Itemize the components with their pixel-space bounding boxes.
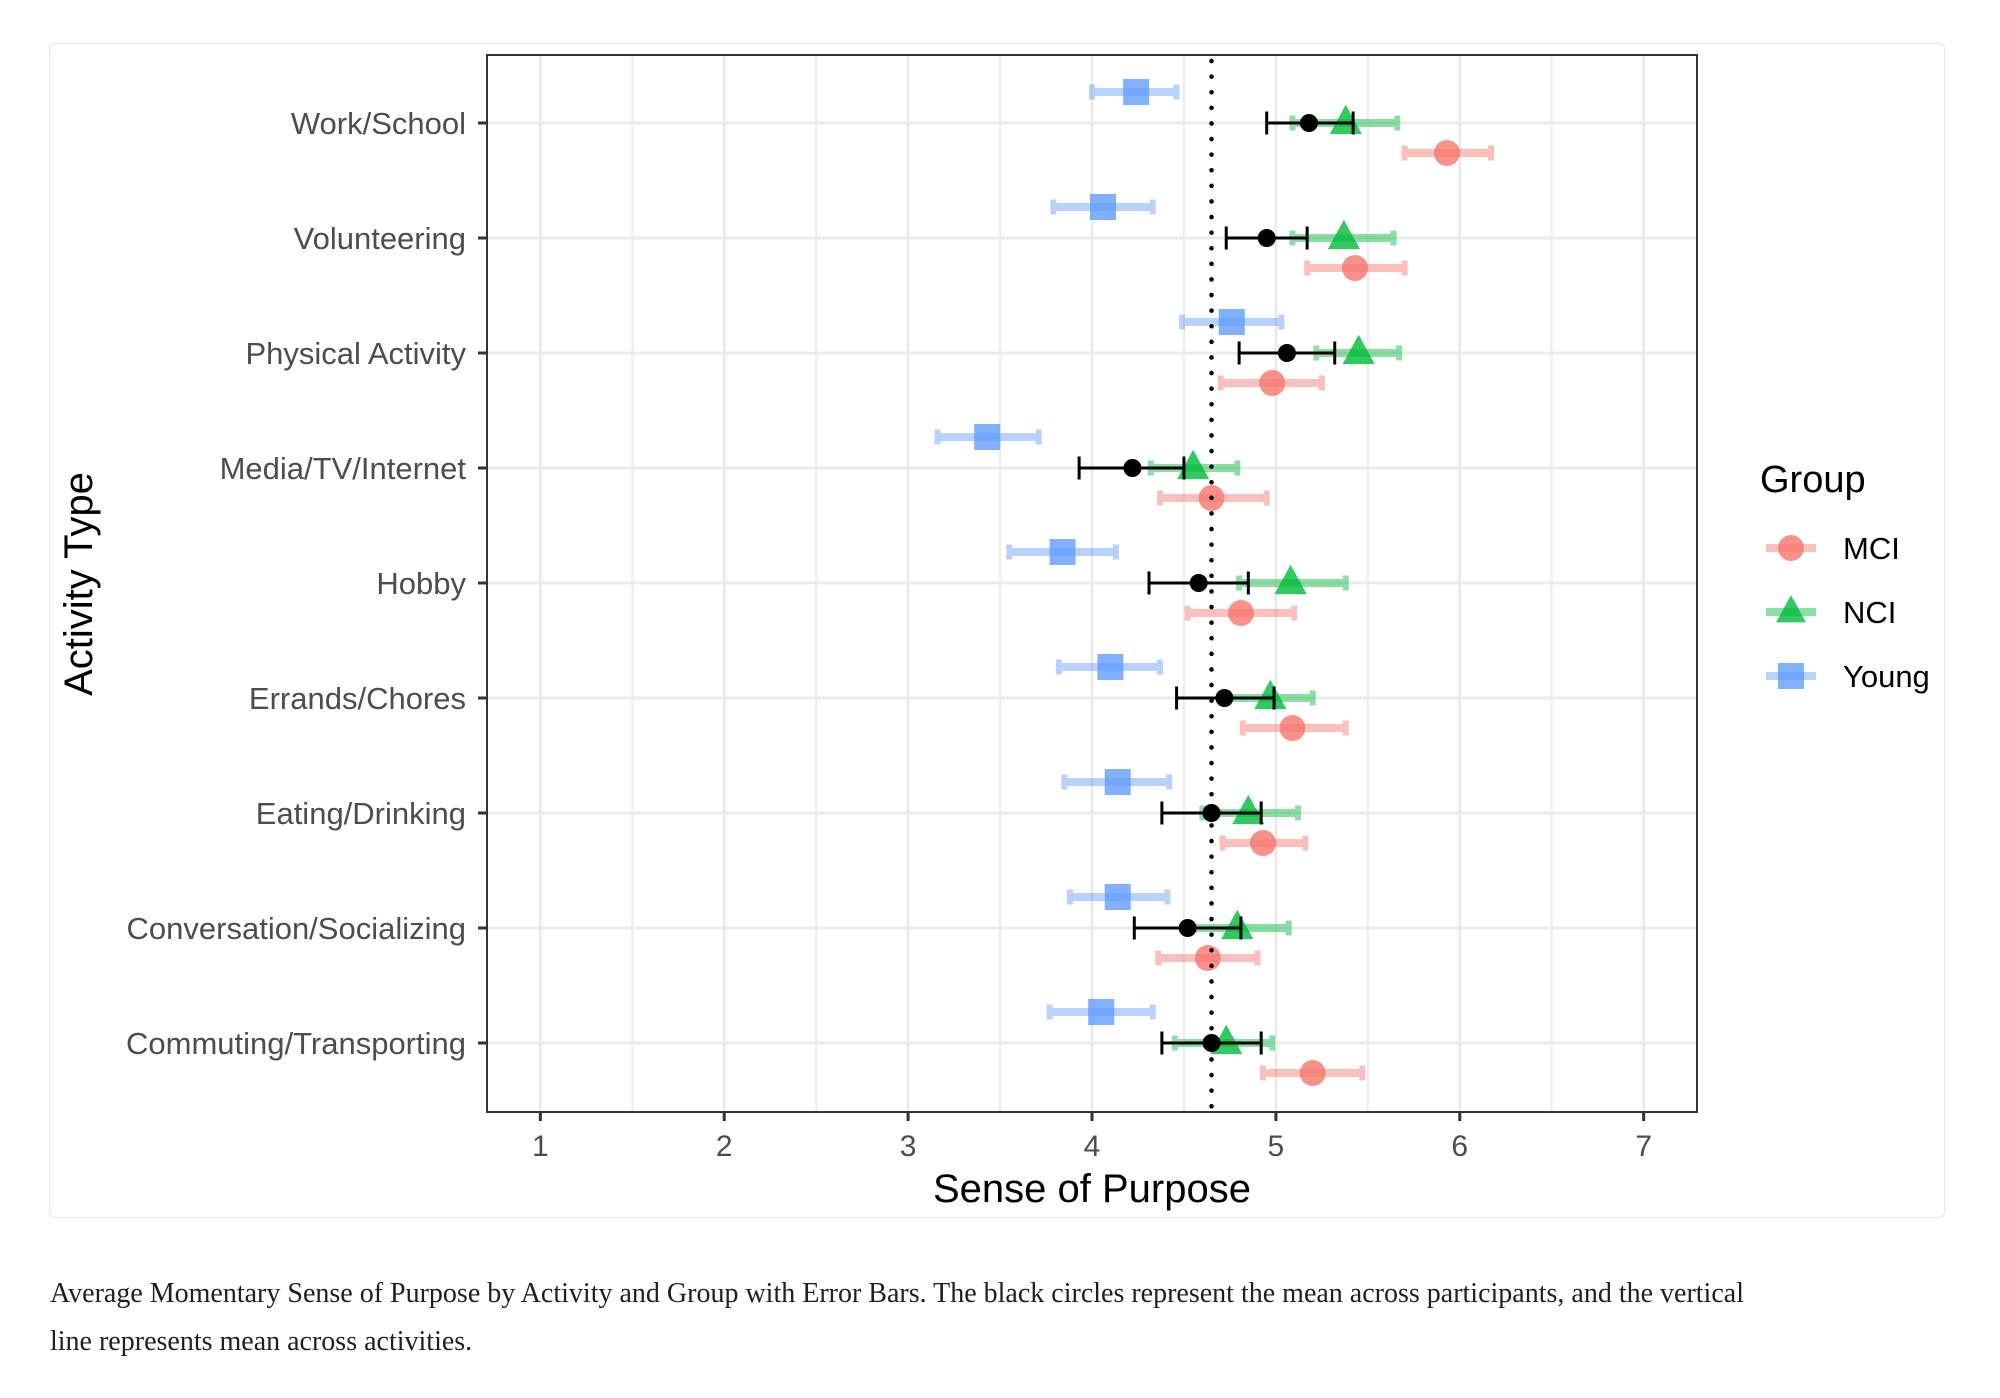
legend-title: Group [1760,459,1866,501]
x-tick-label: 7 [1635,1130,1652,1163]
y-axis: Work/School Volunteering Physical Activity… [126,106,487,1061]
point-young [1088,999,1115,1025]
legend-item-young: Young [1766,659,1930,694]
x-tick-label: 2 [716,1130,733,1163]
point-mci [1279,715,1306,741]
point-nci [1327,219,1361,250]
point-mci [1227,600,1254,626]
point-young [1218,309,1245,335]
legend-item-nci: NCI [1766,595,1896,630]
point-young [1123,79,1150,105]
legend-key-triangle-icon [1776,595,1806,623]
x-axis: 1 2 3 4 5 6 7 [532,1112,1652,1163]
x-tick-label: 5 [1268,1130,1285,1163]
point-mean [1299,114,1318,132]
x-tick-label: 6 [1451,1130,1468,1163]
point-mci [1433,140,1460,166]
point-young [1104,769,1131,795]
legend: Group MCI NCI Young [1760,459,1930,694]
y-tick-label: Commuting/Transporting [126,1026,466,1061]
figure-caption-line-2: line represents mean across activities. [50,1326,473,1357]
y-axis-title: Activity Type [57,472,101,696]
point-mean [1277,344,1296,362]
point-mci [1194,945,1221,971]
data-marks [934,79,1495,1086]
legend-label: Young [1843,659,1930,694]
point-nci [1254,679,1287,710]
grid-lines [487,55,1697,1112]
point-mci [1259,370,1286,396]
chart: Work/School Volunteering Physical Activity… [57,54,1930,1211]
point-mean [1257,229,1276,247]
figure-caption-line-1: Average Momentary Sense of Purpose by Ac… [50,1278,1744,1309]
y-tick-label: Hobby [376,566,466,601]
legend-label: NCI [1843,595,1896,630]
point-nci [1342,334,1375,365]
point-mci [1299,1060,1326,1086]
point-mci [1341,255,1368,281]
point-nci [1232,794,1265,825]
point-mean [1189,574,1208,592]
point-mean [1123,459,1142,477]
y-tick-label: Work/School [291,106,466,141]
legend-key-square-icon [1778,663,1804,689]
x-tick-label: 4 [1084,1130,1101,1163]
point-nci [1274,564,1307,595]
y-tick-label: Physical Activity [245,336,466,371]
legend-key-circle-icon [1778,535,1804,561]
y-tick-label: Errands/Chores [249,681,466,716]
series-young [934,79,1285,1025]
point-young [1097,654,1124,680]
legend-label: MCI [1843,531,1900,566]
point-young [974,424,1001,450]
point-mci [1250,830,1277,856]
x-tick-label: 3 [900,1130,917,1163]
series-mci [1155,140,1495,1086]
point-mean [1178,919,1197,937]
x-tick-label: 1 [532,1130,549,1163]
y-tick-label: Eating/Drinking [256,796,466,831]
y-tick-label: Volunteering [294,221,466,256]
point-mean [1215,689,1234,707]
y-tick-label: Conversation/Socializing [127,911,466,946]
point-young [1090,194,1117,220]
point-nci [1221,909,1254,940]
mean-marks [1077,111,1355,1055]
y-tick-label: Media/TV/Internet [220,451,467,486]
point-young [1049,539,1076,565]
point-young [1104,884,1131,910]
point-mean [1202,804,1221,822]
x-axis-title: Sense of Purpose [933,1167,1251,1211]
legend-item-mci: MCI [1766,531,1900,566]
